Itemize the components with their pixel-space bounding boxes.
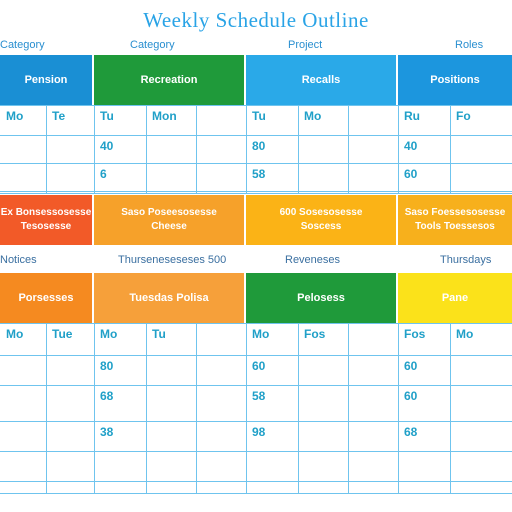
grid-row-line: [0, 135, 512, 136]
grid-row-line: [0, 105, 512, 106]
schedule-grid-lower: Porsesses Tuesdas Polisa Pelosess Pane Mo Tue…: [0, 273, 512, 494]
grid-col-line: [298, 105, 299, 193]
grid-col-line: [398, 323, 399, 493]
grid-cell: Mon: [152, 109, 177, 123]
grid-cell: 80: [252, 139, 266, 153]
column-header-4: Positions: [398, 55, 512, 105]
band-line-1: 600 Sosesosesse: [279, 207, 363, 218]
grid-col-line: [196, 323, 197, 493]
band-line-2: Cheese: [151, 221, 187, 232]
section-label-thursday: Thurseneseseses 500: [118, 254, 227, 266]
grid-col-line: [450, 323, 451, 493]
page-title: Weekly Schedule Outline: [143, 8, 369, 32]
top-label-category: Category: [0, 39, 45, 51]
grid-col-line: [146, 105, 147, 193]
column-header-4: Pane: [398, 273, 512, 323]
column-header-2: Recreation: [94, 55, 244, 105]
grid-cell: Ru: [404, 109, 420, 123]
grid-col-line: [46, 105, 47, 193]
grid-cell: 60: [252, 359, 266, 373]
grid-cell: Mo: [252, 327, 270, 341]
band-line-1: Saso Foessesosesse: [404, 207, 506, 218]
column-header-3: Pelosess: [246, 273, 396, 323]
grid-cell: Mo: [6, 109, 24, 123]
grid-row-line: [0, 481, 512, 482]
top-label-roles: Roles: [455, 39, 484, 51]
grid-cell: 80: [100, 359, 114, 373]
grid-col-line: [246, 323, 247, 493]
grid-cell: Tue: [52, 327, 73, 341]
top-label-category-2: Category: [130, 39, 175, 51]
grid-cell: 60: [404, 167, 418, 181]
section-label-notices: Notices: [0, 254, 37, 266]
column-header-2: Tuesdas Polisa: [94, 273, 244, 323]
band-block-2: Saso Poseesosesse Cheese: [94, 195, 244, 245]
grid-cell: 60: [404, 389, 418, 403]
grid-cell: 98: [252, 425, 266, 439]
grid-cell: 38: [100, 425, 114, 439]
grid-col-line: [196, 105, 197, 193]
grid-row-line: [0, 385, 512, 386]
grid-cell: 58: [252, 167, 266, 181]
grid-col-line: [450, 105, 451, 193]
grid-row-line: [0, 493, 512, 494]
grid-col-line: [246, 105, 247, 193]
grid-cell: 6: [100, 167, 107, 181]
grid-cell: Tu: [152, 327, 166, 341]
grid-row-line: [0, 193, 512, 194]
grid-cell: Mo: [6, 327, 24, 341]
schedule-grid-upper: Pension Recreation Recalls Positions Mo Te Tu M…: [0, 55, 512, 194]
grid-col-line: [348, 105, 349, 193]
top-label-project: Project: [288, 39, 323, 51]
grid-row-line: [0, 163, 512, 164]
grid-cell: Fos: [304, 327, 326, 341]
grid-cell: 58: [252, 389, 266, 403]
band-block-3: 600 Sosesosesse Soscess: [246, 195, 396, 245]
grid-cell: Tu: [100, 109, 114, 123]
section-label-revenues: Reveneses: [285, 254, 341, 266]
grid-col-line: [146, 323, 147, 493]
grid-row-line: [0, 355, 512, 356]
band-line-1: Saso Poseesosesse: [121, 207, 217, 218]
grid-cell: 68: [100, 389, 114, 403]
band-line-2: Tools Toessesos: [415, 221, 495, 232]
grid-col-line: [46, 323, 47, 493]
column-header-3: Recalls: [246, 55, 396, 105]
grid-cell: 40: [100, 139, 114, 153]
grid-row-line: [0, 421, 512, 422]
grid-cell: 40: [404, 139, 418, 153]
grid-cell: Te: [52, 109, 66, 123]
column-header-1: Pension: [0, 55, 92, 105]
grid-cell: Mo: [304, 109, 322, 123]
band-line-1: Ex Bonsessosesse: [0, 207, 92, 218]
grid-cell: Tu: [252, 109, 266, 123]
section-label-thursdays: Thursdays: [440, 254, 492, 266]
column-header-1: Porsesses: [0, 273, 92, 323]
band-block-1: Ex Bonsessosesse Tesosesse: [0, 195, 92, 245]
grid-col-line: [94, 105, 95, 193]
grid-cell: Mo: [456, 327, 474, 341]
band-line-2: Tesosesse: [20, 221, 72, 232]
grid-cell: Fos: [404, 327, 426, 341]
grid-col-line: [398, 105, 399, 193]
band-block-4: Saso Foessesosesse Tools Toessesos: [398, 195, 512, 245]
grid-cell: Fo: [456, 109, 471, 123]
grid-col-line: [348, 323, 349, 493]
grid-row-line: [0, 191, 512, 192]
grid-cell: Mo: [100, 327, 118, 341]
band-line-2: Soscess: [300, 221, 342, 232]
grid-col-line: [94, 323, 95, 493]
grid-col-line: [298, 323, 299, 493]
grid-cell: 60: [404, 359, 418, 373]
grid-row-line: [0, 323, 512, 324]
grid-cell: 68: [404, 425, 418, 439]
grid-row-line: [0, 451, 512, 452]
